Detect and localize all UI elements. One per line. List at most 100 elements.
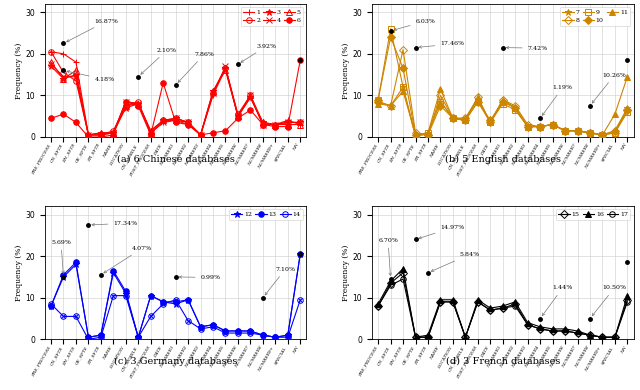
4	[47, 62, 55, 67]
16	[436, 298, 444, 302]
7	[436, 99, 444, 104]
4	[284, 120, 292, 125]
8	[561, 128, 569, 133]
7	[548, 122, 556, 127]
10	[548, 122, 556, 127]
14	[47, 301, 55, 306]
17	[424, 335, 432, 340]
16	[623, 293, 631, 298]
Text: 7.42%: 7.42%	[506, 46, 548, 51]
3	[97, 131, 105, 135]
Line: 5: 5	[48, 59, 303, 138]
15	[573, 331, 581, 335]
9	[548, 122, 556, 127]
8	[573, 128, 581, 133]
3	[172, 116, 179, 121]
Text: 2.10%: 2.10%	[141, 48, 177, 74]
16	[524, 320, 531, 325]
4	[84, 133, 92, 137]
5	[246, 93, 254, 98]
11	[561, 128, 569, 133]
5	[209, 89, 217, 94]
10	[524, 124, 531, 129]
3	[221, 66, 229, 71]
8	[524, 122, 531, 127]
14	[172, 298, 179, 302]
9	[387, 27, 394, 31]
Text: 16.87%: 16.87%	[67, 19, 118, 42]
Text: 4.07%: 4.07%	[104, 246, 152, 273]
1	[234, 114, 242, 119]
10	[399, 66, 407, 71]
11	[611, 112, 619, 117]
11	[536, 124, 544, 129]
Y-axis label: Frequency (%): Frequency (%)	[15, 42, 22, 99]
12	[221, 329, 229, 333]
1	[147, 131, 155, 135]
3	[122, 106, 130, 110]
11	[461, 118, 469, 123]
11	[573, 128, 581, 133]
10	[424, 133, 432, 137]
17	[399, 277, 407, 281]
11	[424, 131, 432, 135]
17	[586, 333, 594, 337]
3	[209, 89, 217, 94]
Text: 0.99%: 0.99%	[179, 275, 221, 280]
1	[97, 133, 105, 137]
13	[122, 289, 130, 294]
12	[259, 333, 267, 337]
4	[97, 133, 105, 137]
7	[449, 116, 457, 121]
15	[374, 304, 382, 308]
6	[296, 58, 304, 62]
13	[172, 300, 179, 304]
10	[412, 133, 419, 137]
14	[97, 335, 105, 340]
16	[424, 333, 432, 337]
13	[47, 304, 55, 308]
2	[296, 120, 304, 125]
1	[296, 122, 304, 127]
6	[72, 120, 80, 125]
3	[259, 120, 267, 125]
2	[221, 66, 229, 71]
9	[499, 101, 507, 106]
12	[234, 329, 242, 333]
5	[271, 122, 279, 127]
9	[598, 133, 606, 137]
14	[196, 326, 204, 331]
2	[246, 93, 254, 98]
6	[172, 120, 179, 125]
14	[159, 301, 167, 306]
11	[449, 116, 457, 121]
8	[611, 131, 619, 135]
7	[536, 124, 544, 129]
14	[259, 333, 267, 337]
Line: 1: 1	[47, 48, 304, 138]
7	[412, 133, 419, 137]
3	[196, 133, 204, 137]
7	[524, 124, 531, 129]
8	[399, 47, 407, 52]
17	[486, 308, 494, 312]
14	[221, 331, 229, 335]
11	[499, 97, 507, 102]
15	[499, 306, 507, 310]
Line: 12: 12	[47, 250, 304, 341]
12	[184, 298, 192, 302]
Line: 10: 10	[376, 34, 630, 138]
2	[234, 112, 242, 117]
7	[611, 128, 619, 133]
12	[97, 333, 105, 337]
15	[611, 335, 619, 340]
17	[374, 304, 382, 308]
Legend: 15, 16, 17: 15, 16, 17	[556, 209, 630, 220]
16	[611, 335, 619, 340]
7	[623, 106, 631, 110]
17	[611, 335, 619, 340]
15	[474, 300, 482, 304]
8	[486, 120, 494, 125]
14	[271, 335, 279, 340]
15	[461, 335, 469, 340]
